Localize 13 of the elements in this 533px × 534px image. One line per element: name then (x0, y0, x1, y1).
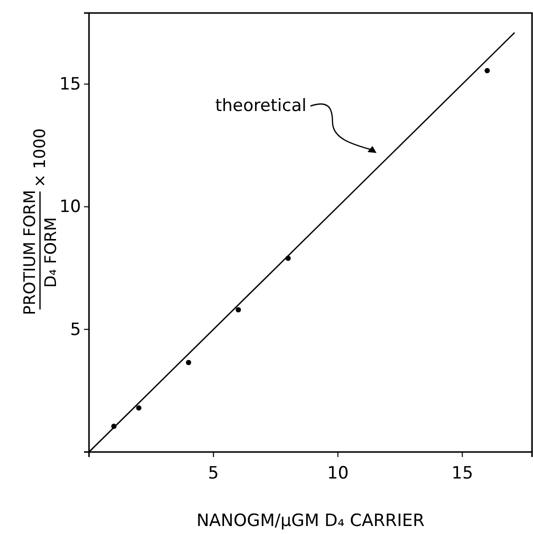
y-tick-label: 15 (59, 74, 81, 95)
point (136, 405, 142, 410)
x-tick-label: 5 (208, 464, 219, 484)
annotation: theoretical (215, 96, 306, 116)
y-tick-label: 10 (59, 197, 81, 218)
y-tick-label: 5 (70, 320, 81, 340)
x-tick-label: 15 (451, 464, 474, 484)
point (484, 68, 490, 74)
point (186, 360, 192, 366)
text: PROTIUM FORM D₄ FORM × 1000 (20, 128, 60, 316)
x-axis-title: NANOGM/µGM D₄ CARRIER (196, 511, 425, 531)
point (236, 307, 241, 312)
x-tick-label: 10 (327, 464, 349, 484)
